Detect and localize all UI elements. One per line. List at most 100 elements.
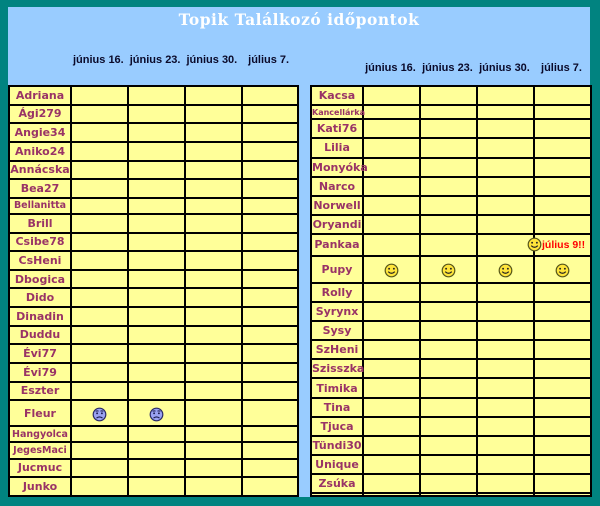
schedule-cell: [241, 196, 299, 215]
schedule-cell: [533, 156, 592, 178]
schedule-cell: [184, 85, 243, 106]
member-name-cell: Angie34: [8, 122, 72, 143]
schedule-cell: [419, 137, 478, 159]
schedule-cell: [419, 156, 478, 178]
schedule-cell: [476, 233, 535, 257]
schedule-cell: [362, 415, 421, 437]
schedule-cell: [476, 175, 535, 197]
schedule-cell: [419, 319, 478, 342]
schedule-cell: [533, 194, 592, 216]
table-row: Szisszka: [310, 358, 592, 380]
member-name-cell: Pupy: [310, 254, 364, 284]
schedule-cell: [476, 415, 535, 437]
schedule-cell: [362, 233, 421, 257]
table-row: Csibe78: [8, 231, 299, 253]
schedule-table-left: Adriana Ági279 Angie34 Aniko24 Annácska Bea27…: [8, 85, 299, 497]
schedule-cell: [70, 268, 129, 290]
table-row: Monyóka: [310, 156, 592, 178]
schedule-cell: [241, 306, 299, 327]
schedule-cell: [70, 122, 129, 143]
member-name-cell: SzHeni: [310, 339, 364, 361]
schedule-cell: [533, 137, 592, 159]
schedule-cell: [70, 425, 129, 444]
member-name-cell: Fleur: [8, 399, 72, 428]
july-9-note: július 9!!: [542, 238, 586, 251]
table-row: Tina: [310, 396, 592, 418]
table-row: Eszter: [8, 380, 299, 402]
table-row: Hangyolca: [8, 425, 299, 444]
schedule-cell: [127, 140, 186, 162]
table-row: Jucmuc: [8, 457, 299, 479]
schedule-cell: [476, 492, 535, 497]
table-row: Kati76: [310, 118, 592, 140]
schedule-cell: [127, 178, 186, 199]
schedule-cell: [476, 473, 535, 495]
schedule-cell: [184, 231, 243, 253]
schedule-cell: [127, 399, 186, 428]
schedule-cell: [241, 250, 299, 271]
smiley-icon: [384, 263, 399, 278]
schedule-cell: [533, 396, 592, 418]
schedule-cell: [419, 118, 478, 140]
schedule-cell: [70, 212, 129, 234]
schedule-cell: [127, 196, 186, 215]
schedule-cell: [184, 441, 243, 460]
date-header: június 30.: [186, 54, 238, 66]
schedule-cell: [184, 343, 243, 364]
table-row: Brill: [8, 212, 299, 234]
table-row: Timika: [310, 377, 592, 399]
schedule-cell: [241, 212, 299, 234]
schedule-cell: [70, 361, 129, 383]
schedule-cell: [184, 212, 243, 234]
schedule-cell: [533, 300, 592, 322]
date-header: június 23.: [129, 54, 181, 66]
schedule-cell: [127, 425, 186, 444]
schedule-cell: [476, 137, 535, 159]
schedule-cell: [362, 377, 421, 399]
schedule-cell: [241, 361, 299, 383]
date-header: július 7.: [541, 62, 582, 74]
schedule-cell: [476, 104, 535, 121]
member-name-cell: Narco: [310, 175, 364, 197]
schedule-cell: [476, 358, 535, 380]
schedule-cell: [241, 103, 299, 125]
member-name-cell: Syrynx: [310, 300, 364, 322]
schedule-cell: [533, 492, 592, 497]
table-row: Sysy: [310, 319, 592, 342]
member-name-cell: Junko: [8, 476, 72, 497]
schedule-cell: [419, 358, 478, 380]
date-headers-right: június 16. június 23. június 30. július 7.: [310, 62, 590, 78]
member-name-cell: Kacsa: [310, 84, 364, 107]
schedule-cell: [419, 339, 478, 361]
schedule-cell: [70, 399, 129, 428]
schedule-cell: [419, 473, 478, 495]
schedule-cell: [362, 454, 421, 476]
schedule-cell: [184, 178, 243, 199]
table-row: Junko: [8, 476, 299, 497]
member-name-cell: Eszter: [8, 380, 72, 402]
member-name-cell: Bea27: [8, 178, 72, 199]
schedule-cell: [70, 324, 129, 346]
schedule-cell: [362, 118, 421, 140]
schedule-cell: [419, 281, 478, 303]
member-name-cell: Norwell: [310, 194, 364, 216]
schedule-cell: [70, 457, 129, 479]
member-name-cell: Dbogica: [8, 268, 72, 290]
schedule-cell: [362, 137, 421, 159]
table-row: Dido: [8, 287, 299, 308]
schedule-cell: [362, 300, 421, 322]
schedule-cell: [70, 103, 129, 125]
schedule-cell-content: július 9!!: [527, 235, 590, 255]
schedule-cell: [533, 175, 592, 197]
schedule-cell: [127, 476, 186, 497]
smiley-icon: [527, 237, 542, 252]
schedule-cell: [476, 300, 535, 322]
schedule-cell: [476, 454, 535, 476]
schedule-cell: [419, 396, 478, 418]
schedule-cell: [476, 84, 535, 107]
schedule-cell: [241, 268, 299, 290]
schedule-cell: [362, 254, 421, 284]
table-row: Pupy: [310, 254, 592, 284]
member-name-cell: Szisszka: [310, 358, 364, 380]
